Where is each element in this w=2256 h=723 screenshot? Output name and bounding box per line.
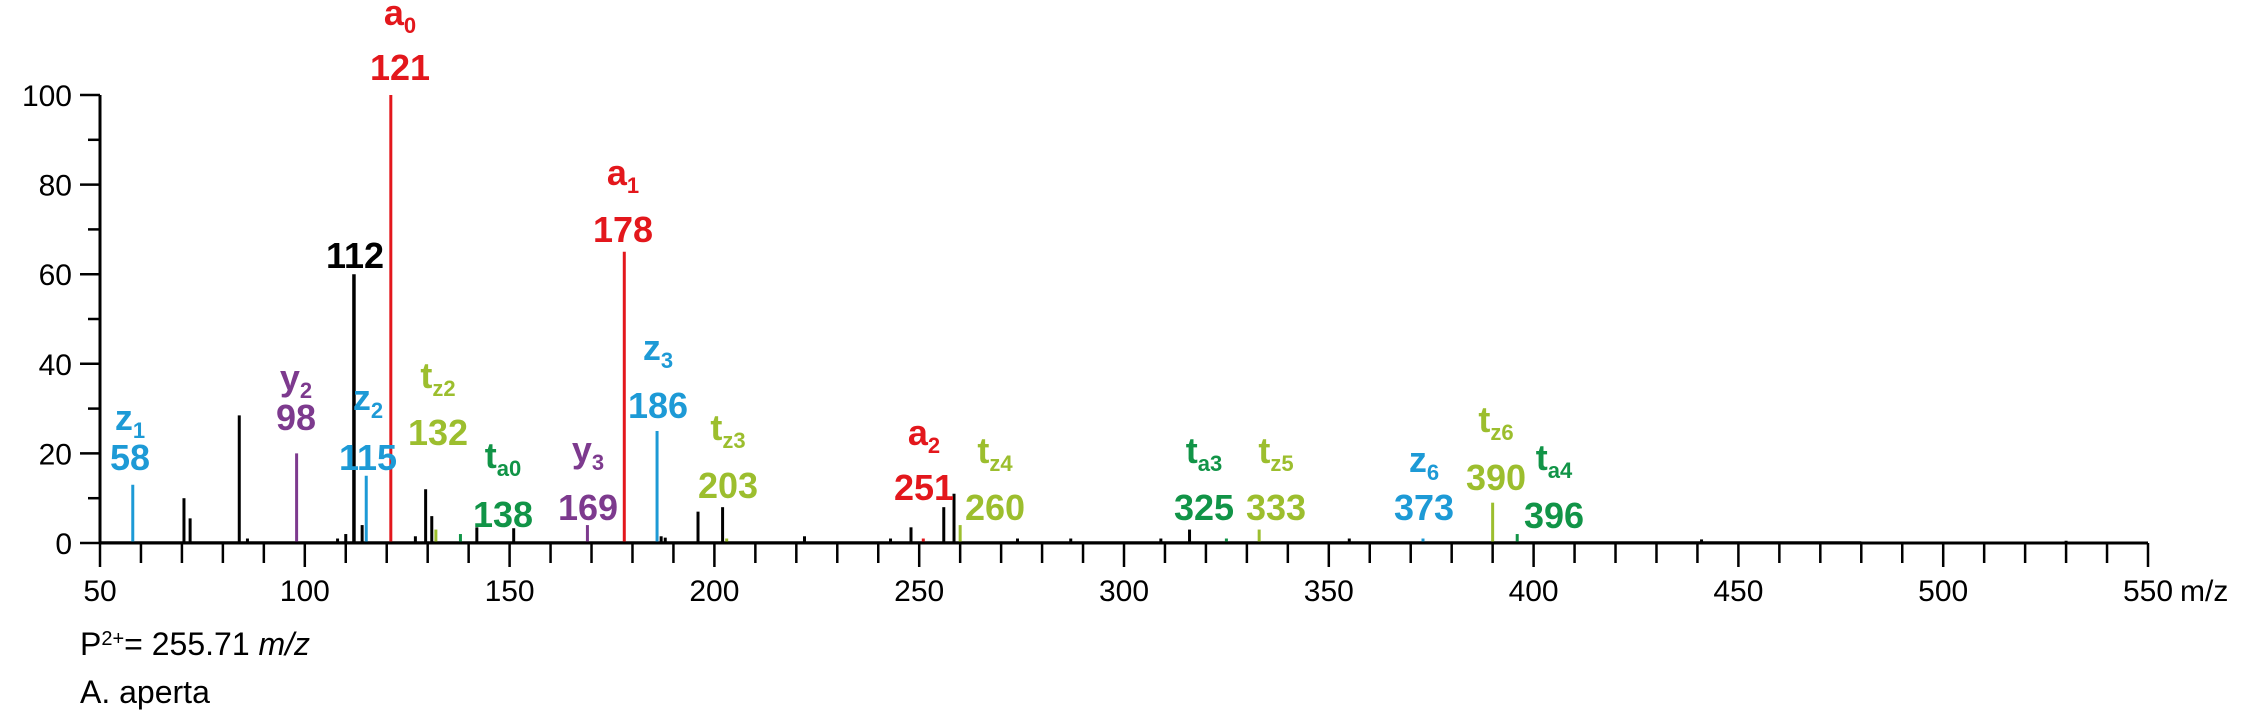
mz-label-390: 390 (1466, 457, 1526, 498)
axes-layer: 50 100 150 200 250 300 350 400 450 500 550 m/z 0 20 40… (22, 80, 2228, 608)
ion-label-178: a1 (607, 152, 639, 198)
mz-label-178: 178 (593, 209, 653, 250)
mz-label-98: 98 (276, 397, 316, 438)
ion-label-333: tz5 (1258, 430, 1293, 476)
x-tick-label: 500 (1918, 575, 1968, 608)
mz-label-115: 115 (339, 437, 397, 478)
ion-label-138: ta0 (485, 435, 521, 481)
y-tick-label: 20 (39, 438, 72, 471)
x-tick-label: 250 (894, 575, 944, 608)
mz-label-169: 169 (558, 487, 618, 528)
ion-label-203: tz3 (710, 407, 745, 453)
x-tick-label: 350 (1304, 575, 1354, 608)
mz-label-396: 396 (1524, 495, 1584, 536)
ion-label-260: tz4 (977, 430, 1013, 476)
ion-label-396: ta4 (1536, 437, 1573, 483)
mz-label-260: 260 (965, 487, 1025, 528)
x-tick-label: 400 (1509, 575, 1559, 608)
species-name: A. aperta (80, 674, 210, 710)
mz-label-251: 251 (894, 467, 954, 508)
ion-label-373: z6 (1409, 439, 1439, 485)
ion-label-325: ta3 (1186, 430, 1222, 476)
x-tick-label: 300 (1099, 575, 1149, 608)
mz-label-58: 58 (110, 437, 150, 478)
ion-label-98: y2 (280, 357, 312, 403)
y-tick-label: 0 (55, 528, 72, 561)
ion-label-58: z1 (115, 397, 145, 443)
x-tick-label: 200 (689, 575, 739, 608)
mz-label-373: 373 (1394, 487, 1454, 528)
ion-label-132: tz2 (420, 355, 455, 401)
y-tick-label: 60 (39, 259, 72, 292)
y-tick-label: 80 (39, 170, 72, 203)
y-tick-label: 40 (39, 349, 72, 382)
x-tick-label: 450 (1713, 575, 1763, 608)
mz-label-121: 121 (370, 47, 430, 88)
precursor-note: P2+= 255.71 m/z (80, 626, 311, 662)
x-tick-label: 100 (280, 575, 330, 608)
mz-label-333: 333 (1246, 487, 1306, 528)
mz-label-132: 132 (408, 412, 468, 453)
mz-label-186: 186 (628, 385, 688, 426)
mz-label-138: 138 (473, 494, 533, 535)
ion-label-115: z2 (353, 377, 383, 423)
x-tick-label: 50 (83, 575, 116, 608)
mz-label-203: 203 (698, 465, 758, 506)
x-tick-label: 150 (485, 575, 535, 608)
x-axis-title: m/z (2180, 575, 2228, 608)
y-tick-label: 100 (22, 80, 72, 113)
ion-label-390: tz6 (1478, 399, 1513, 445)
ion-label-186: z3 (643, 327, 673, 373)
ion-label-251: a2 (908, 412, 940, 458)
ion-label-121: a0 (384, 0, 416, 38)
mz-label-325: 325 (1174, 487, 1234, 528)
x-tick-label: 550 (2123, 575, 2173, 608)
mz-label-112: 112 (326, 235, 384, 276)
ion-label-169: y3 (572, 429, 604, 475)
